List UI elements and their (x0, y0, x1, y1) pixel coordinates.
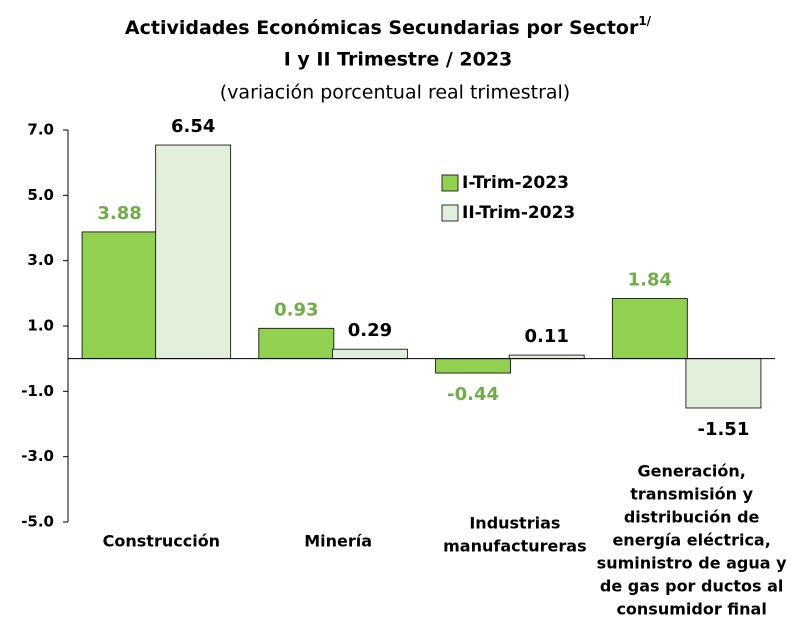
title-note: 1/ (638, 14, 651, 28)
title-text: Actividades Económicas Secundarias por S… (125, 17, 639, 39)
x-tick-label: distribución de (624, 508, 760, 527)
chart-title-line2: I y II Trimestre / 2023 (284, 49, 513, 71)
value-label: -1.51 (697, 419, 749, 440)
x-tick-label: energía eléctrica, (612, 531, 770, 550)
y-tick-label: -5.0 (21, 513, 54, 531)
x-tick-label: de gas por ductos al (600, 577, 783, 596)
legend-label: II-Trim-2023 (462, 203, 575, 223)
value-label: 6.54 (171, 116, 215, 137)
y-tick-label: 7.0 (27, 121, 54, 139)
bar (155, 144, 232, 360)
value-label: 1.84 (628, 270, 672, 291)
x-tick-label: consumidor final (616, 600, 766, 619)
x-tick-label: Generación, (637, 462, 745, 481)
bar (611, 298, 688, 360)
x-tick-label: transmisión y (630, 485, 753, 504)
x-tick-label: manufactureras (443, 537, 586, 556)
y-tick-label: -1.0 (21, 382, 54, 400)
bar (81, 231, 158, 360)
x-tick-label: suministro de agua y (597, 554, 787, 573)
bar (685, 358, 762, 409)
legend-swatch (441, 174, 459, 192)
x-tick-label: Minería (304, 532, 372, 551)
legend-label: I-Trim-2023 (462, 173, 569, 193)
x-tick-label: Construcción (103, 532, 220, 551)
bar (435, 358, 511, 374)
bar (258, 327, 335, 360)
value-label: -0.44 (447, 384, 499, 405)
value-label: 0.93 (274, 299, 318, 320)
bar (508, 354, 585, 360)
legend-swatch (441, 204, 459, 222)
chart-title: Actividades Económicas Secundarias por S… (125, 14, 652, 39)
x-tick-label: Industrias (469, 514, 560, 533)
y-tick-label: 5.0 (27, 186, 54, 204)
y-tick-label: -3.0 (21, 447, 54, 465)
value-label: 3.88 (97, 203, 141, 224)
y-tick-label: 1.0 (27, 317, 54, 335)
chart-subtitle: (variación porcentual real trimestral) (220, 82, 570, 104)
bar (332, 348, 408, 360)
value-label: 0.29 (348, 320, 392, 341)
value-label: 0.11 (524, 326, 568, 347)
y-tick-label: 3.0 (27, 251, 54, 269)
